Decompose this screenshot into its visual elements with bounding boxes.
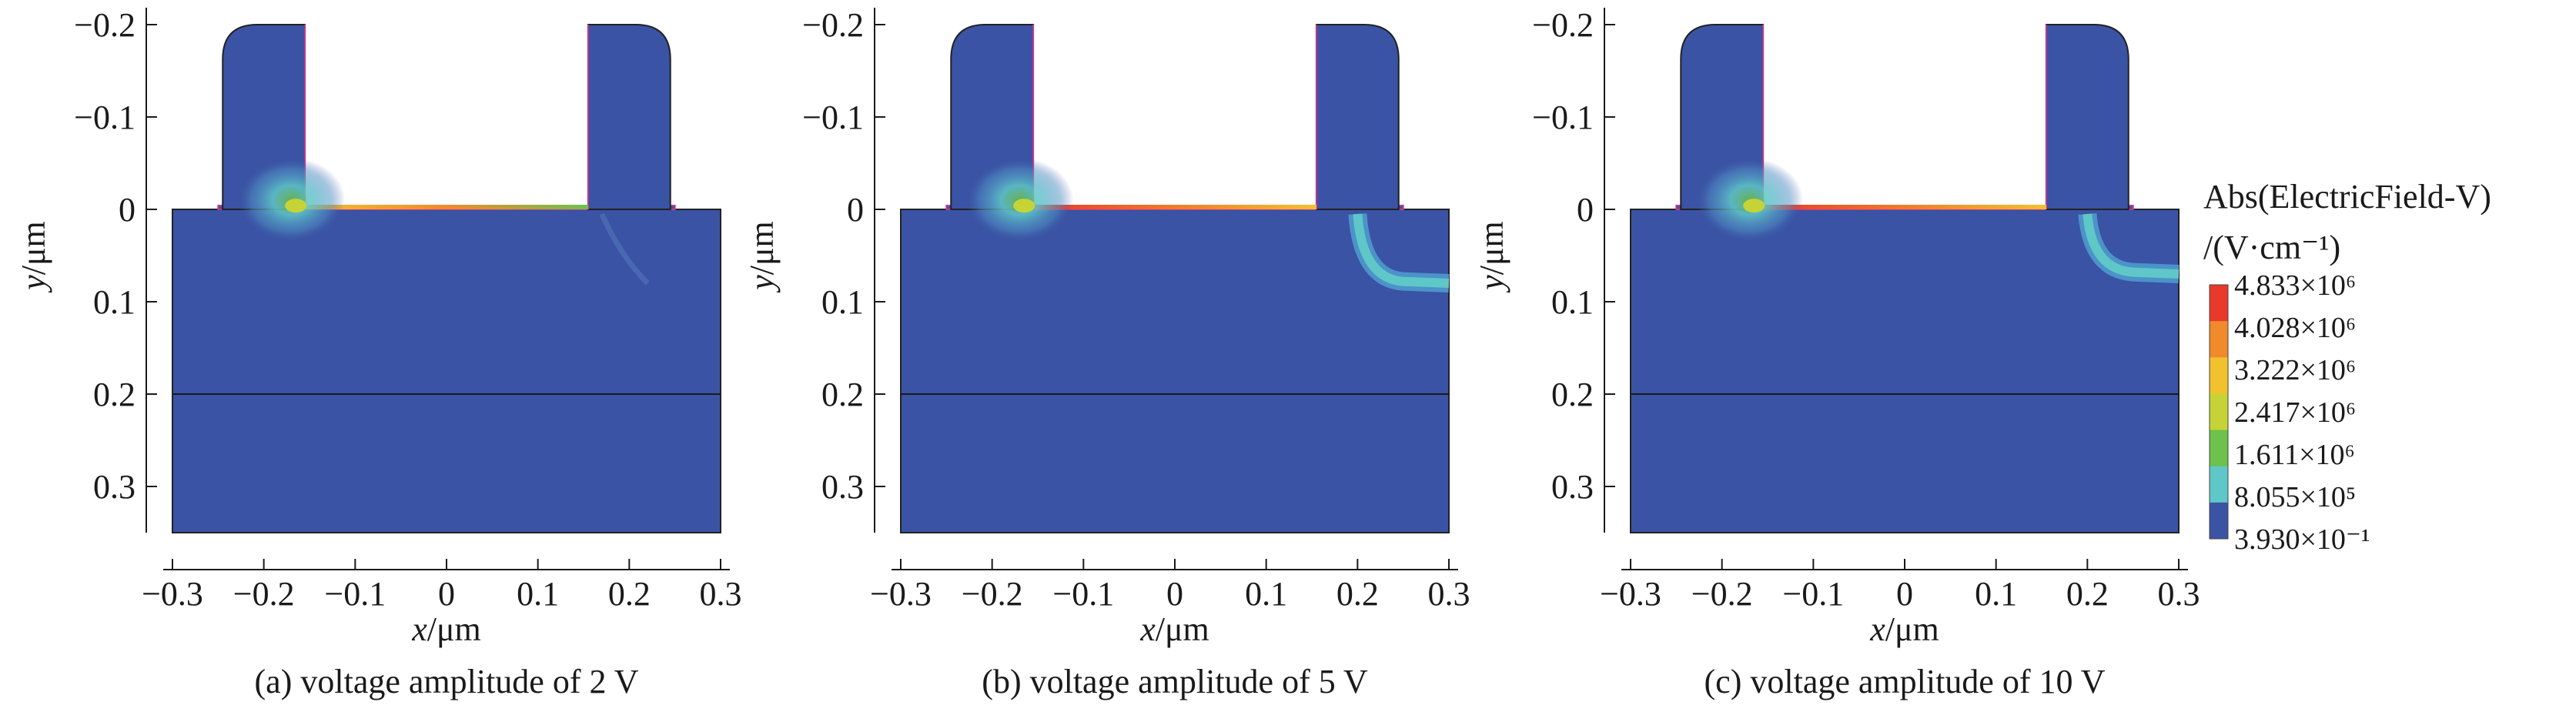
x-tick-label: −0.3 — [870, 575, 932, 613]
x-axis-label-unit: /μm — [1885, 610, 1939, 648]
y-tick-label: 0 — [847, 191, 864, 229]
right-electrode — [1315, 24, 1400, 210]
x-tick-label: −0.2 — [1691, 575, 1753, 613]
y-axis-label-unit: /μm — [1473, 221, 1510, 275]
x-axis-label: x/μm — [1139, 610, 1209, 648]
x-tick-label: 0.3 — [700, 575, 742, 613]
x-axis-label-var: x — [1139, 610, 1156, 648]
colorbar-tick-label: 8.055×10⁵ — [2234, 481, 2356, 513]
substrate-region — [900, 209, 1450, 533]
depletion-arc — [2083, 213, 2180, 279]
colorbar-tick-label: 4.833×10⁶ — [2234, 269, 2356, 302]
y-tick-label: −0.2 — [74, 6, 135, 44]
colorbar-tick-label: 1.611×10⁶ — [2234, 439, 2355, 471]
x-tick-label: 0 — [1896, 575, 1913, 613]
y-tick-label: 0.1 — [821, 283, 864, 321]
x-tick-label: −0.2 — [962, 575, 1023, 613]
panel-caption: (b) voltage amplitude of 5 V — [982, 663, 1368, 700]
y-axis-label-var: y — [15, 275, 52, 293]
y-tick-label: −0.2 — [1532, 6, 1594, 44]
y-tick-label: 0 — [1577, 191, 1594, 229]
colorbar-swatch — [2210, 430, 2228, 467]
colorbar-tick-label: 2.417×10⁶ — [2234, 396, 2356, 429]
x-tick-label: 0.1 — [1975, 575, 2017, 613]
colorbar-tick-label: 4.028×10⁶ — [2234, 312, 2356, 344]
y-tick-label: 0.3 — [93, 468, 135, 506]
right-electrode — [2045, 24, 2129, 210]
colorbar-swatch — [2210, 502, 2228, 540]
x-axis-label: x/μm — [1869, 610, 1939, 648]
y-tick-label: −0.1 — [1532, 99, 1594, 136]
substrate-region — [172, 209, 721, 533]
channel-field — [1033, 205, 1316, 209]
y-tick-label: 0 — [119, 191, 135, 229]
colorbar-swatch — [2210, 393, 2228, 431]
colorbar-unit: /(V·cm⁻¹) — [2203, 229, 2340, 266]
x-tick-label: −0.3 — [142, 575, 203, 613]
y-tick-label: 0.3 — [1551, 468, 1594, 506]
colorbar-tick-label: 3.930×10⁻¹ — [2234, 523, 2370, 556]
x-tick-label: −0.3 — [1600, 575, 1661, 613]
field-hotspot-core — [1743, 199, 1765, 213]
y-axis-label-var: y — [743, 275, 781, 293]
x-tick-label: 0.3 — [1428, 575, 1470, 613]
y-tick-label: 0.1 — [93, 283, 135, 321]
y-axis-label: y/μm — [15, 221, 52, 293]
right-electrode — [587, 24, 671, 210]
x-tick-label: 0.1 — [517, 575, 559, 613]
chart-panel-b: −0.2 −0.1 0 0.1 0.2 0.3 y/μm −0.3 −0.2 −0.1 0 0.1 0.… — [743, 6, 1470, 700]
x-tick-label: 0.2 — [2066, 575, 2109, 613]
channel-field — [305, 205, 588, 209]
colorbar-swatch — [2210, 466, 2228, 503]
colorbar-swatch — [2210, 357, 2228, 394]
x-axis-label-unit: /μm — [1156, 610, 1209, 648]
y-tick-label: −0.2 — [802, 6, 864, 44]
y-tick-label: 0.2 — [93, 376, 135, 413]
y-tick-label: 0.2 — [1551, 376, 1594, 413]
x-tick-label: 0.3 — [2158, 575, 2200, 613]
colorbar-frame — [2209, 284, 2229, 540]
substrate-region — [1630, 209, 2180, 533]
y-axis-label: y/μm — [1473, 221, 1510, 293]
colorbar-legend: Abs(ElectricField-V) /(V·cm⁻¹)4.833×10⁶ 4.… — [2203, 178, 2491, 556]
colorbar-title: Abs(ElectricField-V) — [2203, 178, 2491, 216]
x-tick-label: 0 — [1166, 575, 1183, 613]
depletion-arc — [1353, 213, 1450, 288]
panel-caption: (a) voltage amplitude of 2 V — [255, 663, 639, 700]
x-tick-label: 0.2 — [1337, 575, 1379, 613]
y-tick-label: 0.3 — [821, 468, 864, 506]
x-axis-label-var: x — [411, 610, 427, 648]
x-tick-label: 0.1 — [1245, 575, 1287, 613]
x-tick-label: −0.1 — [324, 575, 386, 613]
y-axis-label: y/μm — [743, 221, 781, 293]
y-axis-label-unit: /μm — [15, 221, 52, 275]
chart-panel-a: −0.2 −0.1 0 0.1 0.2 0.3 y/μm −0.3 −0.2 −0.1 0 0.1 0.… — [15, 6, 742, 700]
y-tick-label: −0.1 — [802, 99, 864, 136]
y-axis-label-var: y — [1473, 275, 1510, 293]
panel-caption: (c) voltage amplitude of 10 V — [1705, 663, 2106, 700]
x-axis-label-unit: /μm — [427, 610, 481, 648]
colorbar-swatch — [2210, 321, 2228, 358]
y-axis-label-unit: /μm — [743, 221, 781, 275]
y-tick-label: −0.1 — [74, 99, 135, 136]
colorbar-swatch — [2210, 285, 2228, 322]
x-axis-label: x/μm — [411, 610, 481, 648]
x-tick-label: 0 — [438, 575, 455, 613]
x-axis-label-var: x — [1869, 610, 1885, 648]
field-hotspot-core — [285, 199, 307, 213]
x-tick-label: −0.2 — [233, 575, 295, 613]
x-tick-label: −0.1 — [1052, 575, 1114, 613]
y-tick-label: 0.1 — [1551, 283, 1594, 321]
x-tick-label: −0.1 — [1782, 575, 1844, 613]
colorbar-tick-label: 3.222×10⁶ — [2234, 354, 2356, 386]
channel-field — [1763, 205, 2046, 209]
field-hotspot-core — [1013, 199, 1035, 213]
y-tick-label: 0.2 — [821, 376, 864, 413]
x-tick-label: 0.2 — [608, 575, 651, 613]
chart-panel-c: −0.2 −0.1 0 0.1 0.2 0.3 y/μm −0.3 −0.2 −0.1 0 0.1 0.… — [1473, 6, 2200, 700]
weak-depletion-arc — [599, 212, 650, 286]
